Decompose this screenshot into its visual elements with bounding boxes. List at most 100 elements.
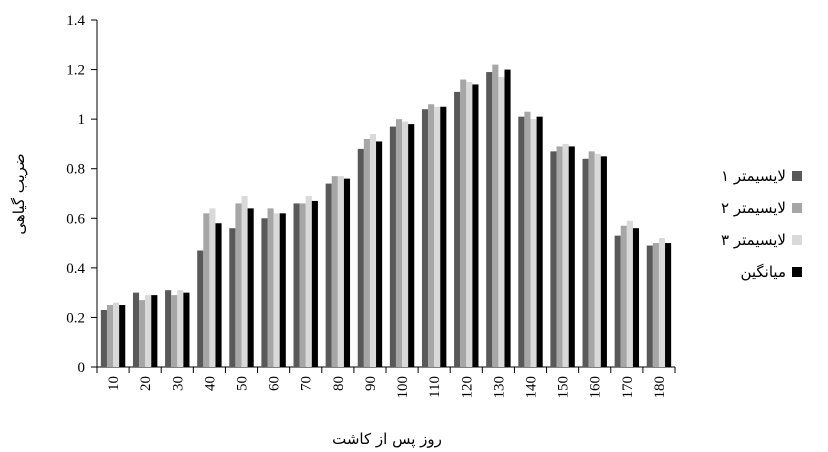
bars-group bbox=[100, 64, 672, 368]
legend-label: لایسیمتر ۲ bbox=[721, 199, 786, 217]
bar bbox=[369, 134, 377, 367]
bar bbox=[594, 153, 601, 367]
bar bbox=[395, 119, 403, 368]
bar bbox=[203, 213, 210, 367]
x-tick-label: 50 bbox=[235, 376, 251, 391]
bar bbox=[267, 208, 274, 367]
bar bbox=[273, 213, 280, 367]
bar bbox=[139, 300, 146, 367]
bar bbox=[145, 295, 152, 367]
y-tick-label: 0.6 bbox=[66, 211, 85, 227]
bar bbox=[171, 295, 178, 367]
bar bbox=[331, 176, 338, 367]
bar bbox=[402, 121, 409, 367]
x-tick-label: 180 bbox=[652, 376, 668, 399]
bar bbox=[440, 106, 447, 367]
bar bbox=[658, 238, 666, 367]
bar bbox=[132, 292, 140, 367]
bar bbox=[588, 151, 595, 367]
legend-label: لایسیمتر ۱ bbox=[721, 167, 786, 185]
bar bbox=[408, 124, 415, 367]
bar bbox=[247, 208, 254, 367]
x-tick-label: 80 bbox=[331, 376, 347, 391]
bar bbox=[363, 138, 370, 367]
bar bbox=[524, 111, 531, 367]
bar bbox=[562, 143, 569, 367]
x-tick-label: 30 bbox=[170, 376, 186, 391]
bar bbox=[389, 126, 396, 367]
bar bbox=[460, 79, 467, 367]
x-tick-label: 120 bbox=[459, 376, 475, 399]
bar bbox=[229, 228, 236, 367]
bar bbox=[556, 146, 563, 367]
bar bbox=[582, 158, 589, 367]
bar bbox=[357, 148, 364, 367]
legend-label: میانگین bbox=[740, 263, 786, 281]
bar bbox=[652, 243, 659, 367]
bar bbox=[241, 195, 248, 367]
bar bbox=[215, 223, 222, 367]
bar bbox=[454, 91, 461, 367]
y-axis-title: ضریب گیاهی bbox=[10, 153, 28, 234]
bar bbox=[311, 200, 318, 367]
y-tick-label: 1.4 bbox=[66, 13, 85, 29]
bar bbox=[486, 72, 493, 368]
bar bbox=[626, 220, 633, 367]
bar bbox=[568, 146, 575, 367]
x-tick-label: 170 bbox=[620, 376, 636, 399]
bar bbox=[504, 69, 511, 368]
bar bbox=[325, 183, 332, 367]
x-tick-label: 20 bbox=[138, 376, 154, 391]
x-tick-label: 40 bbox=[202, 376, 218, 391]
bar bbox=[600, 156, 607, 367]
bar bbox=[177, 290, 184, 367]
bar bbox=[343, 178, 351, 367]
bar bbox=[100, 309, 107, 367]
bar bbox=[197, 250, 204, 367]
x-tick-label: 130 bbox=[491, 376, 507, 399]
bar bbox=[305, 195, 312, 367]
legend-swatch bbox=[792, 235, 802, 245]
bar bbox=[518, 116, 525, 368]
bar bbox=[472, 84, 479, 367]
y-tick-label: 0 bbox=[78, 360, 86, 376]
legend: لایسیمتر ۱ لایسیمتر ۲ لایسیمتر ۳ میانگین bbox=[721, 167, 802, 281]
x-tick-label: 60 bbox=[267, 376, 283, 391]
bar bbox=[530, 119, 537, 368]
y-tick-label: 0.8 bbox=[66, 162, 85, 178]
bar bbox=[279, 213, 286, 367]
bar bbox=[293, 203, 300, 367]
y-axis: 0 0.2 0.4 0.6 0.8 1 1.2 1.4 bbox=[66, 13, 98, 376]
bar bbox=[376, 141, 383, 367]
bar bbox=[337, 176, 344, 367]
bar bbox=[492, 64, 499, 367]
legend-swatch bbox=[792, 267, 802, 277]
y-tick-label: 0.4 bbox=[66, 261, 85, 277]
bar bbox=[421, 109, 429, 367]
x-tick-label: 100 bbox=[395, 376, 411, 399]
legend-label: لایسیمتر ۳ bbox=[721, 231, 786, 249]
bar bbox=[113, 302, 120, 367]
bar bbox=[106, 305, 114, 367]
bar bbox=[646, 245, 653, 367]
x-tick-label: 140 bbox=[524, 376, 540, 399]
x-tick-label: 110 bbox=[427, 376, 443, 398]
bar bbox=[261, 218, 268, 367]
bar bbox=[428, 104, 435, 368]
bar bbox=[466, 81, 473, 367]
legend-swatch bbox=[792, 171, 802, 181]
x-tick-label: 160 bbox=[588, 376, 604, 399]
x-tick-label: 150 bbox=[556, 376, 572, 399]
bar bbox=[119, 305, 126, 367]
x-tick-label: 70 bbox=[299, 376, 315, 391]
bar bbox=[165, 290, 172, 367]
bar bbox=[632, 228, 640, 367]
bar bbox=[151, 295, 158, 367]
x-axis-title: روز پس از کاشت bbox=[332, 430, 442, 449]
x-tick-label: 90 bbox=[363, 376, 379, 391]
y-tick-label: 1 bbox=[78, 112, 86, 128]
bar bbox=[434, 106, 441, 367]
bar bbox=[209, 208, 216, 367]
